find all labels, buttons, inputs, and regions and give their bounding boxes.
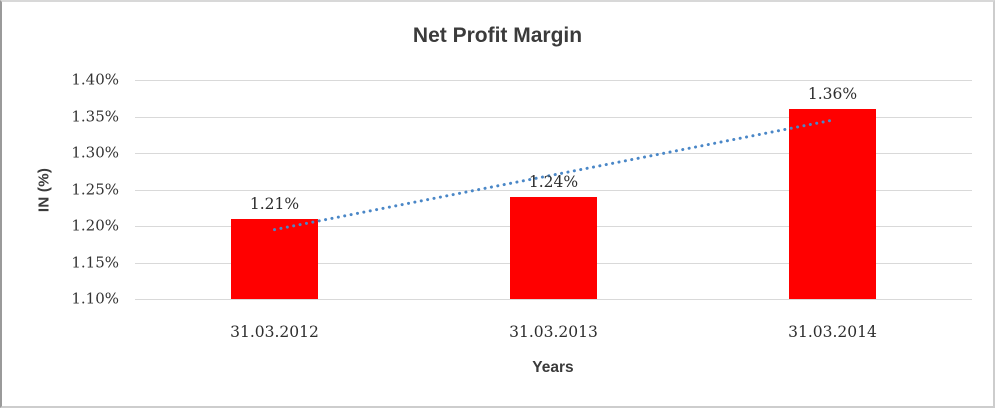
chart-title: Net Profit Margin — [412, 24, 583, 47]
gridline — [135, 80, 972, 81]
y-tick-label: 1.20% — [71, 216, 119, 235]
y-tick-label: 1.30% — [71, 143, 119, 162]
y-tick-label: 1.15% — [71, 253, 119, 272]
x-axis-title: Years — [532, 359, 574, 376]
x-tick-label: 31.03.2014 — [788, 323, 877, 341]
y-tick-label: 1.35% — [71, 107, 119, 126]
y-tick-label: 1.10% — [71, 289, 119, 308]
x-tick-label: 31.03.2012 — [230, 323, 319, 341]
x-tick-label: 31.03.2013 — [509, 323, 598, 341]
gridline — [135, 116, 972, 118]
bar — [789, 109, 876, 299]
data-label: 1.36% — [807, 85, 858, 104]
data-label: 1.21% — [249, 194, 300, 213]
y-tick-label: 1.25% — [71, 180, 119, 199]
gridline — [135, 299, 972, 300]
bar — [231, 218, 318, 299]
y-tick-label: 1.40% — [71, 70, 119, 89]
bar — [510, 196, 597, 299]
data-label: 1.24% — [528, 172, 579, 191]
